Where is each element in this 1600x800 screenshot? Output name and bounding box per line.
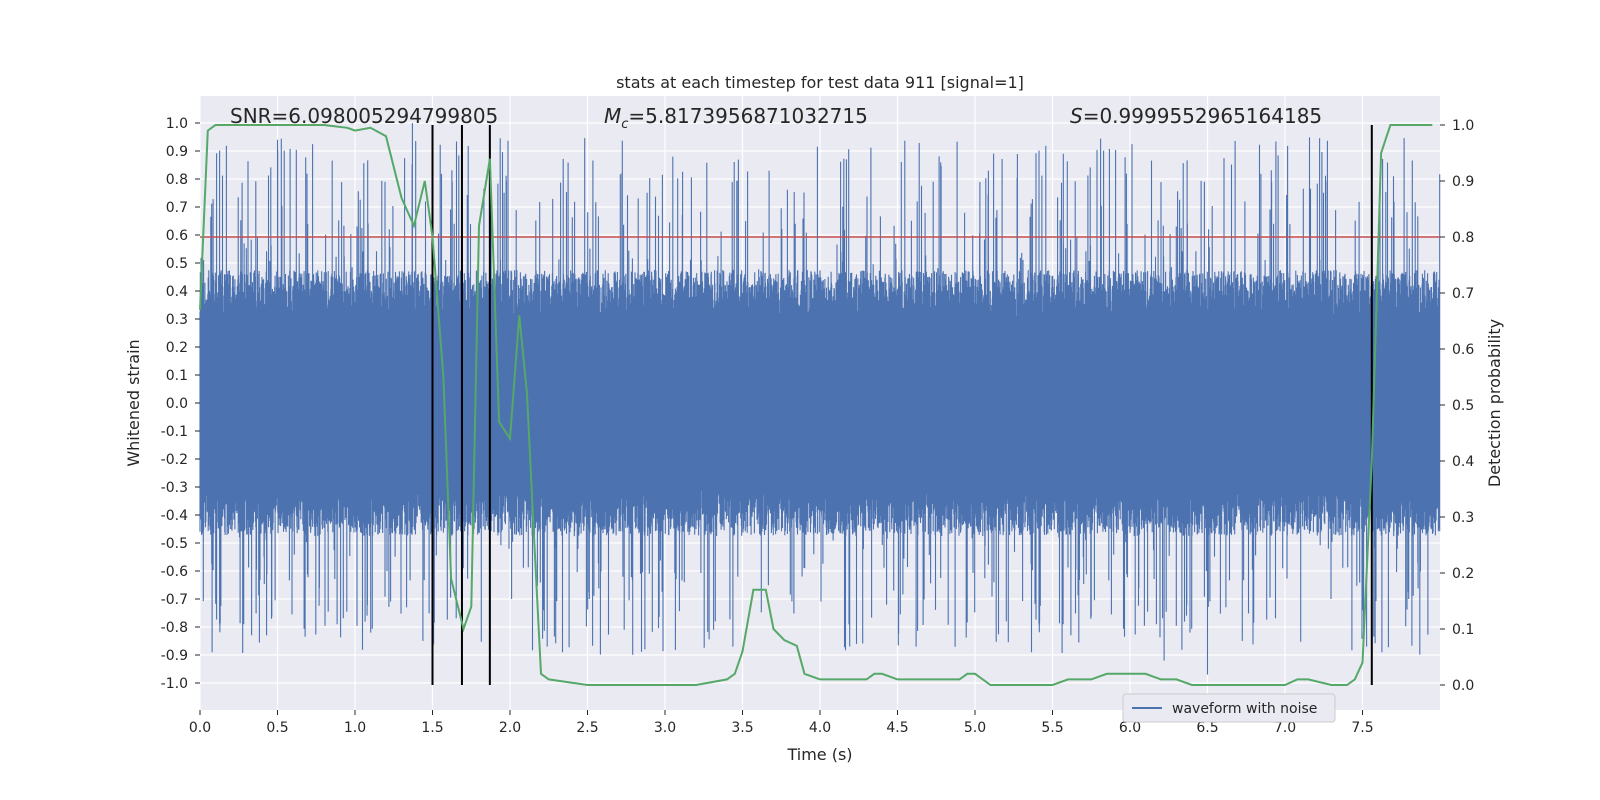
y-axis-ticks: 1.0 0.9 0.8 0.7 0.6 0.5 0.4 0.3 0.2 0.1 0.0 -0.1 -0.… [161,116,200,692]
x-tick-label: 4.0 [809,720,831,736]
chirp-mass-value: =5.8173956871032715 [628,104,867,128]
waveform-core-band [200,324,1440,482]
y2-axis-ticks: 1.0 0.9 0.8 0.7 0.6 0.5 0.4 0.3 0.2 0.1 0.0 [1440,118,1474,694]
y-tick-label: 0.0 [166,396,188,412]
y-tick-label: -0.2 [161,452,188,468]
y-tick-label: 0.9 [166,144,188,160]
x-tick-label: 0.5 [266,720,288,736]
y2-axis-label: Detection probability [1485,319,1504,487]
y2-tick-label: 0.3 [1452,510,1474,526]
x-tick-label: 2.5 [576,720,598,736]
chart-title: stats at each timestep for test data 911… [616,73,1024,92]
x-tick-label: 4.5 [886,720,908,736]
waveform-series [199,123,1441,675]
legend: waveform with noise [1122,693,1336,723]
y-axis-label: Whitened strain [124,339,143,466]
y-tick-label: 0.6 [166,228,188,244]
score-annotation: S=0.9999552965164185 [1070,104,1322,128]
chirp-mass-annotation: Mc=5.8173956871032715 [604,104,868,132]
y2-tick-label: 0.9 [1452,174,1474,190]
y2-tick-label: 0.8 [1452,230,1474,246]
y-tick-label: 0.4 [166,284,188,300]
y-tick-label: 0.7 [166,200,188,216]
y2-tick-label: 0.4 [1452,454,1474,470]
y2-tick-label: 0.5 [1452,398,1474,414]
y-tick-label: -0.4 [161,508,188,524]
y2-tick-label: 0.6 [1452,342,1474,358]
y-tick-label: -0.9 [161,648,188,664]
x-axis-ticks: 0.0 0.5 1.0 1.5 2.0 2.5 3.0 3.5 4.0 4.5 5.0 5.5 6.0 6… [189,710,1374,736]
y2-tick-label: 0.7 [1452,286,1474,302]
snr-annotation: SNR=6.098005294799805 [230,104,498,128]
legend-box [1122,693,1336,723]
chirp-mass-symbol: M [604,104,621,128]
y2-tick-label: 0.1 [1452,622,1474,638]
y-tick-label: 0.3 [166,312,188,328]
y-tick-label: -0.3 [161,480,188,496]
y-tick-label: -0.5 [161,536,188,552]
x-tick-label: 3.0 [654,720,676,736]
x-tick-label: 2.0 [499,720,521,736]
y2-tick-label: 1.0 [1452,118,1474,134]
x-tick-label: 7.5 [1351,720,1373,736]
x-axis-label: Time (s) [786,745,852,764]
y-tick-label: 1.0 [166,116,188,132]
x-tick-label: 1.0 [344,720,366,736]
y2-tick-label: 0.0 [1452,678,1474,694]
score-symbol: S [1070,104,1083,128]
y-tick-label: -0.1 [161,424,188,440]
x-tick-label: 6.0 [1119,720,1141,736]
x-tick-label: 0.0 [189,720,211,736]
x-tick-label: 5.0 [964,720,986,736]
y-tick-label: 0.8 [166,172,188,188]
probability-line [199,124,1433,686]
y-tick-label: 0.2 [166,340,188,356]
y-tick-label: -0.8 [161,620,188,636]
x-tick-label: 7.0 [1274,720,1296,736]
x-tick-label: 3.5 [731,720,753,736]
x-tick-label: 5.5 [1041,720,1063,736]
y-tick-label: 0.1 [166,368,188,384]
chirp-mass-subscript: c [621,117,628,132]
x-tick-label: 1.5 [421,720,443,736]
legend-label: waveform with noise [1172,701,1317,717]
score-value: =0.9999552965164185 [1083,104,1322,128]
y-tick-label: -0.7 [161,592,188,608]
x-tick-label: 6.5 [1196,720,1218,736]
y-tick-label: -1.0 [161,676,188,692]
vertical-markers [431,125,1373,685]
y2-tick-label: 0.2 [1452,566,1474,582]
y-tick-label: 0.5 [166,256,188,272]
y-tick-label: -0.6 [161,564,188,580]
